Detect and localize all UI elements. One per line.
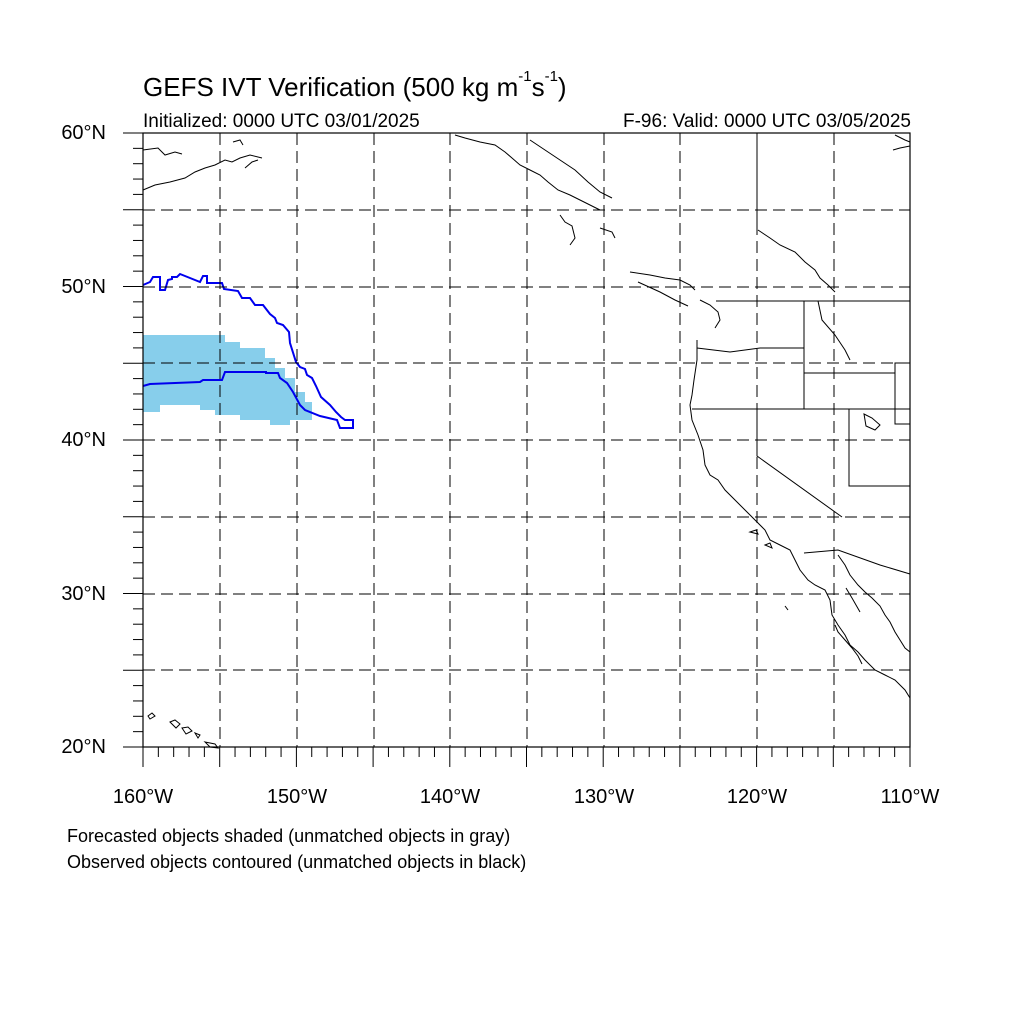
lon-label-130w: 130°W <box>573 786 635 808</box>
lon-label-150w: 150°W <box>266 786 328 808</box>
lat-label-50: 50°N <box>61 276 106 298</box>
lat-label-30: 30°N <box>61 583 106 605</box>
axis-ticks <box>123 132 911 767</box>
lat-label-20: 20°N <box>61 736 106 758</box>
lon-label-120w: 120°W <box>726 786 788 808</box>
lon-label-140w: 140°W <box>419 786 481 808</box>
observed-note: Observed objects contoured (unmatched ob… <box>67 852 527 872</box>
gridlines <box>143 133 910 747</box>
lat-label-40: 40°N <box>61 429 106 451</box>
lon-label-110w: 110°W <box>880 786 940 808</box>
initialized-time: Initialized: 0000 UTC 03/01/2025 <box>143 111 420 132</box>
forecast-note: Forecasted objects shaded (unmatched obj… <box>67 826 511 846</box>
map-title: GEFS IVT Verification (500 kg m-1s-1) <box>143 68 567 102</box>
lat-label-60: 60°N <box>61 122 106 144</box>
forecast-object <box>143 335 312 425</box>
political-boundaries <box>692 136 911 575</box>
coastlines <box>142 134 911 749</box>
lon-label-160w: 160°W <box>112 786 174 808</box>
valid-time: F-96: Valid: 0000 UTC 03/05/2025 <box>623 111 911 132</box>
observed-object-contour <box>142 272 354 429</box>
